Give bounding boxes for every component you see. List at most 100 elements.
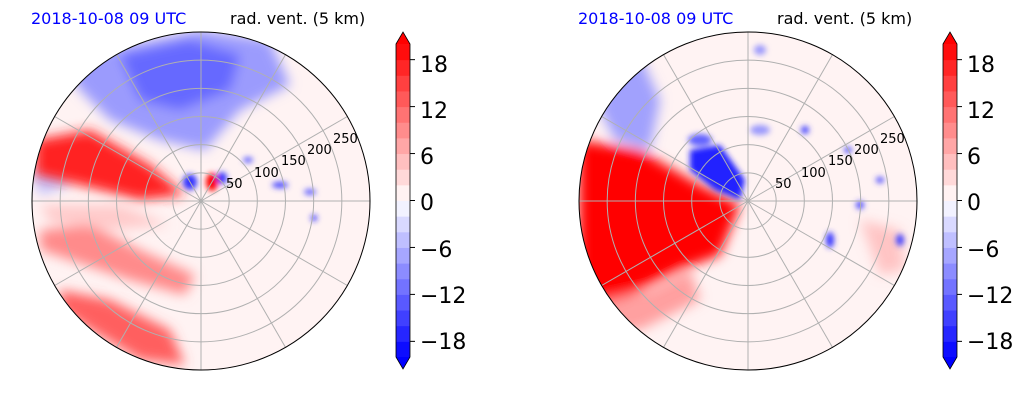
right-cbar-band-17 <box>943 75 957 92</box>
left-cbar-label-0: 0 <box>420 191 434 216</box>
left-cbar-band-7 <box>396 231 410 248</box>
right-polar-frame <box>578 31 918 371</box>
right-cbar-band-2 <box>943 310 957 327</box>
left-cbar-label-m12: −12 <box>420 284 466 309</box>
right-cbar-band-6 <box>943 247 957 264</box>
right-cbar-band-18 <box>943 59 957 76</box>
right-radial-tick-labels: 50 100 150 200 250 <box>775 132 905 192</box>
right-cbar-band-10 <box>943 184 957 201</box>
left-polar-frame <box>31 31 371 371</box>
right-cbar-label-m12: −12 <box>967 284 1013 309</box>
left-cbar-band-19 <box>396 44 410 61</box>
right-cbar-band-5 <box>943 263 957 280</box>
left-cbar-band-16 <box>396 90 410 108</box>
right-colorbar <box>942 31 962 370</box>
left-cbar-extend-max <box>396 32 410 44</box>
right-cbar-band-9 <box>943 200 957 217</box>
right-cbar-band-3 <box>943 294 957 311</box>
left-grid-spoke-330 <box>200 200 348 286</box>
right-field-label: rad. vent. (5 km) <box>777 9 912 28</box>
left-cbar-band-8 <box>396 216 410 233</box>
right-cbar-band-16 <box>943 90 957 108</box>
left-cbar-label-12: 12 <box>420 99 448 124</box>
right-colorbar-tick-labels: 18 12 6 0 −6 −12 −18 <box>967 53 1013 355</box>
left-cbar-band-4 <box>396 278 410 295</box>
right-radial-tick-150: 150 <box>828 154 853 169</box>
left-cbar-label-m18: −18 <box>420 330 466 355</box>
left-cbar-band-2 <box>396 310 410 327</box>
right-polar-grid <box>579 32 917 370</box>
right-cbar-band-13 <box>943 137 957 155</box>
right-radial-tick-50: 50 <box>775 177 792 192</box>
right-cbar-label-0: 0 <box>967 191 981 216</box>
left-field-label: rad. vent. (5 km) <box>230 9 365 28</box>
left-cbar-band-15 <box>396 106 410 123</box>
left-grid-spoke-300 <box>200 200 286 348</box>
right-grid-spoke-210 <box>601 200 749 286</box>
right-cbar-band-8 <box>943 216 957 233</box>
left-polar-grid <box>32 32 370 370</box>
left-cbar-label-18: 18 <box>420 53 448 78</box>
right-cbar-extend-max <box>943 32 957 44</box>
left-grid-spoke-60 <box>200 54 286 202</box>
left-cbar-band-17 <box>396 75 410 92</box>
right-cbar-label-12: 12 <box>967 99 995 124</box>
left-cbar-band-3 <box>396 294 410 311</box>
left-cbar-band-18 <box>396 59 410 76</box>
right-cbar-label-6: 6 <box>967 145 981 170</box>
right-cbar-band-7 <box>943 231 957 248</box>
right-datetime-label: 2018-10-08 09 UTC <box>578 9 733 28</box>
left-radial-tick-250: 250 <box>333 132 358 147</box>
right-cbar-extend-min <box>943 357 957 369</box>
right-cbar-band-4 <box>943 278 957 295</box>
right-grid-spoke-60 <box>747 54 833 202</box>
left-colorbar <box>395 31 415 370</box>
right-cbar-band-19 <box>943 44 957 61</box>
left-panel: 2018-10-08 09 UTC rad. vent. (5 km) <box>31 9 466 371</box>
left-cbar-outline <box>395 31 411 370</box>
right-cbar-label-18: 18 <box>967 53 995 78</box>
right-cbar-band-14 <box>943 122 957 139</box>
left-cbar-label-6: 6 <box>420 145 434 170</box>
right-grid-spoke-240 <box>663 200 749 348</box>
left-cbar-band-10 <box>396 184 410 201</box>
left-cbar-band-13 <box>396 137 410 155</box>
right-cbar-label-m18: −18 <box>967 330 1013 355</box>
left-cbar-band-9 <box>396 200 410 217</box>
left-cbar-band-11 <box>396 169 410 186</box>
left-grid-spoke-150 <box>54 116 202 202</box>
right-radial-tick-100: 100 <box>801 166 826 181</box>
right-cbar-band-0 <box>943 341 957 358</box>
right-cbar-band-12 <box>943 153 957 170</box>
left-radial-tick-150: 150 <box>281 154 306 169</box>
left-cbar-band-6 <box>396 247 410 264</box>
left-cbar-band-1 <box>396 325 410 342</box>
right-panel: 2018-10-08 09 UTC rad. vent. (5 km) <box>578 9 1013 371</box>
right-cbar-label-m6: −6 <box>967 238 999 263</box>
right-grid-spoke-300 <box>747 200 833 348</box>
left-grid-spoke-120 <box>116 54 202 202</box>
left-radial-tick-100: 100 <box>254 166 279 181</box>
right-cbar-band-1 <box>943 325 957 342</box>
left-cbar-band-5 <box>396 263 410 280</box>
right-grid-spoke-330 <box>747 200 895 286</box>
left-cbar-band-12 <box>396 153 410 170</box>
left-datetime-label: 2018-10-08 09 UTC <box>31 9 186 28</box>
left-radial-tick-labels: 50 100 150 200 250 <box>226 132 358 192</box>
left-radial-tick-200: 200 <box>307 143 332 158</box>
left-cbar-band-14 <box>396 122 410 139</box>
right-cbar-band-11 <box>943 169 957 186</box>
left-grid-spoke-210 <box>54 200 202 286</box>
left-colorbar-tick-labels: 18 12 6 0 −6 −12 −18 <box>420 53 466 355</box>
left-grid-spoke-240 <box>116 200 202 348</box>
right-grid-spoke-30 <box>747 116 895 202</box>
right-grid-spoke-150 <box>601 116 749 202</box>
left-cbar-band-0 <box>396 341 410 358</box>
right-radial-tick-250: 250 <box>880 132 905 147</box>
left-radial-tick-50: 50 <box>226 177 243 192</box>
right-grid-spoke-120 <box>663 54 749 202</box>
right-radial-tick-200: 200 <box>854 143 879 158</box>
right-cbar-outline <box>942 31 958 370</box>
left-cbar-extend-min <box>396 357 410 369</box>
